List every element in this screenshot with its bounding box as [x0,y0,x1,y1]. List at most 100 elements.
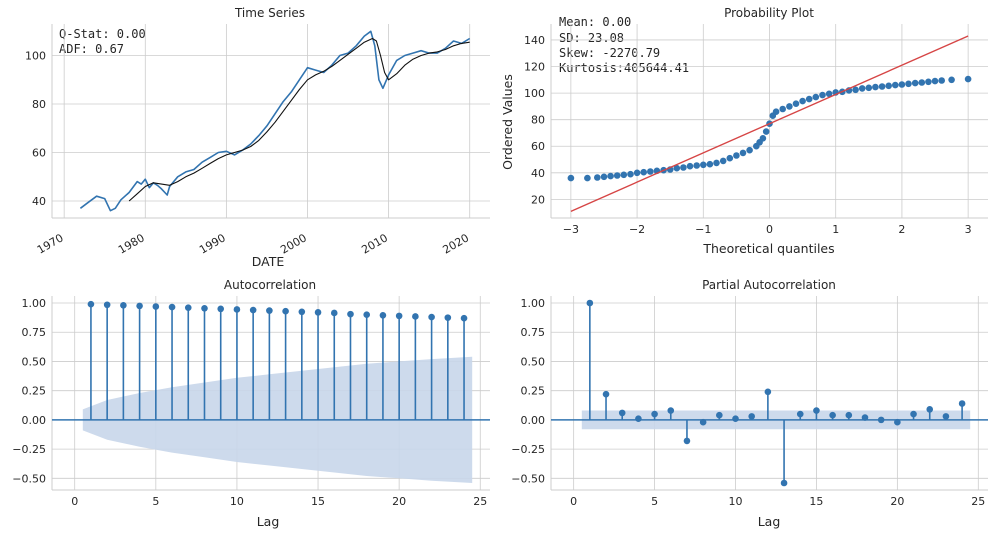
stat-line: Mean: 0.00 [559,15,631,29]
data-point [872,83,879,91]
data-point [673,164,681,172]
stem-marker [602,390,610,398]
y-tick-label: 40 [32,195,46,208]
x-tick-label: 25 [473,495,487,508]
data-point [964,75,972,83]
data-point [819,91,826,99]
x-axis-label: Theoretical quantiles [702,241,834,256]
x-axis-label: Lag [257,514,280,529]
data-point [911,79,919,87]
stem-marker [184,304,192,311]
x-tick-label: 0 [766,223,773,236]
x-tick-label: 5 [152,495,159,508]
data-point [746,146,753,154]
y-tick-label: −0.25 [12,443,46,456]
y-tick-label: 80 [32,98,46,111]
data-point [739,149,747,157]
stem-marker [249,306,257,314]
data-point [925,78,932,86]
panel-title: Partial Autocorrelation [702,278,836,292]
stem-marker [314,309,322,316]
stem-marker [716,411,723,419]
y-tick-label: 100 [524,87,545,100]
x-tick-label: 1970 [35,231,66,256]
x-tick-label: 20 [392,495,406,508]
x-tick-label: 2 [898,223,905,236]
data-point [600,173,608,181]
y-tick-label: 40 [531,167,545,180]
data-point [931,77,939,85]
data-point [812,93,820,101]
stem-marker [460,314,468,322]
stem-marker [958,400,966,407]
stat-line: SD: 23.08 [559,31,624,45]
data-point [772,108,780,115]
x-tick-label: 2020 [440,231,471,256]
data-point [865,84,873,92]
stem-marker [152,303,160,310]
data-point [620,171,628,179]
data-point [779,105,786,113]
probability-plot-panel: Probability Plot Theoretical quantiles O… [500,6,988,256]
data-point [759,135,767,142]
stem-marker [136,302,143,310]
y-tick-label: 120 [524,61,545,74]
stem-marker [444,314,452,321]
y-tick-label: 0.25 [521,385,546,398]
stem-marker [748,413,755,420]
x-tick-label: −2 [629,223,645,236]
time-series-panel: Time Series DATE Q-Stat: 0.00 ADF: 0.67 … [25,6,490,269]
data-point [713,159,720,167]
stat-line: Q-Stat: 0.00 [59,27,146,41]
panel-title: Time Series [234,6,305,20]
stem-marker [667,407,675,414]
x-tick-label: −1 [695,223,711,236]
data-point [640,168,647,176]
x-tick-label: 10 [729,495,743,508]
data-point [852,86,859,94]
y-tick-label: 0.25 [22,385,47,398]
x-tick-label: 25 [971,495,985,508]
data-point [878,83,886,90]
stem-marker [347,310,354,318]
data-point [700,161,707,169]
stem-marker [829,411,836,419]
data-point [918,79,926,86]
stem-marker [796,410,804,418]
y-tick-label: 20 [531,193,545,206]
stem-marker [87,300,95,308]
data-point [885,82,892,90]
data-point [567,174,575,182]
stem-marker [395,312,403,320]
data-point [627,170,634,178]
data-point [948,76,955,84]
data-point [762,128,770,135]
x-tick-label: 1980 [116,231,147,256]
y-tick-label: −0.25 [511,443,545,456]
reference-fit-line [570,35,969,212]
stem-marker [942,413,950,420]
y-tick-label: 0.50 [22,355,47,368]
stem-marker [910,410,917,418]
data-point [792,100,800,107]
data-point [584,174,591,182]
data-point [805,95,813,103]
autocorrelation-panel: Autocorrelation Lag 0 5 10 15 20 25 −0.50 −0.25… [12,278,490,529]
data-point [892,81,899,89]
data-point [799,97,806,105]
x-tick-label: 15 [311,495,325,508]
stem-marker [233,306,241,313]
data-point [726,154,734,162]
data-point [680,164,687,171]
data-point [686,162,694,170]
x-tick-label: 0 [71,495,78,508]
y-tick-label: 100 [25,50,46,63]
y-tick-label: 60 [531,140,545,153]
stem-marker [732,415,739,423]
stem-marker [201,304,208,312]
stat-line: Skew: -2270.79 [559,46,660,60]
y-tick-label: 0.75 [22,326,47,339]
partial-autocorrelation-panel: Partial Autocorrelation Lag 0 5 10 15 20 25 −0… [511,278,988,529]
stem-marker [412,313,419,320]
stem-marker [217,305,225,313]
